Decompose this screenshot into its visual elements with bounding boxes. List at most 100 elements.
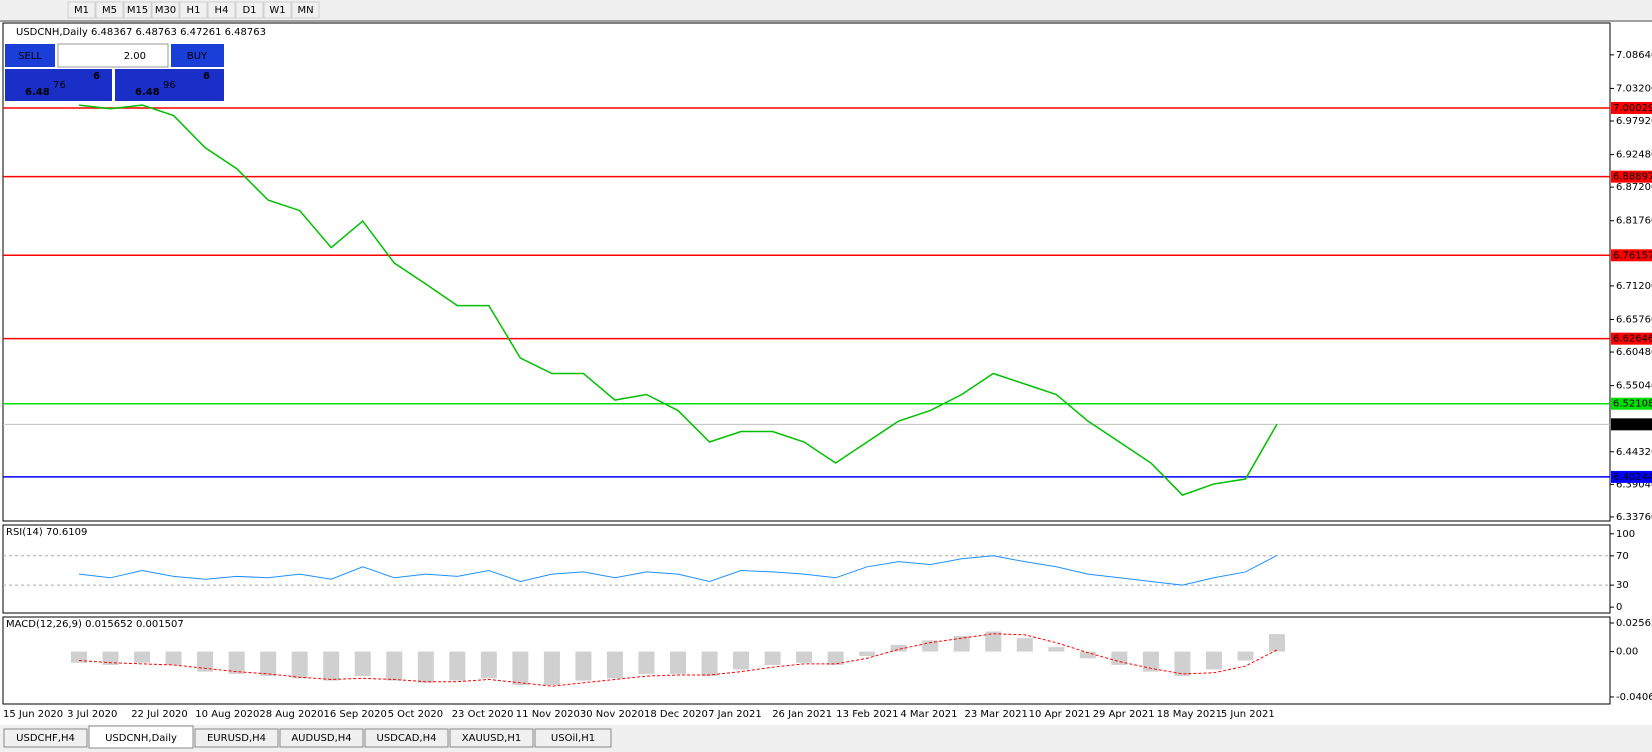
date-label: 5 Jun 2021 <box>1221 709 1275 720</box>
tab[interactable] <box>279 728 364 748</box>
rsi-pane <box>2 524 1611 614</box>
timeframe-label: M1 <box>74 5 89 16</box>
tab[interactable] <box>449 728 534 748</box>
tab[interactable] <box>194 728 279 748</box>
level-label: 6.52108 <box>1613 399 1652 410</box>
timeframe-button[interactable] <box>123 1 152 19</box>
macd-bar <box>764 651 781 665</box>
rsi-label: RSI(14) 70.6109 <box>6 527 87 538</box>
macd-bar <box>1174 651 1191 677</box>
macd-bar <box>260 651 277 677</box>
macd-bar <box>859 651 876 657</box>
timeframe-button[interactable] <box>207 1 236 19</box>
macd-bar <box>512 651 529 686</box>
date-label: 18 May 2021 <box>1157 709 1222 720</box>
toolbar-border <box>0 20 1652 22</box>
timeframe-button[interactable] <box>291 1 320 19</box>
date-label: 26 Jan 2021 <box>772 709 832 720</box>
sell-price-frac: 6 <box>93 71 100 82</box>
macd-bar <box>102 651 119 665</box>
lots-input[interactable] <box>57 43 169 68</box>
tab[interactable] <box>364 728 449 748</box>
tab[interactable] <box>3 728 88 748</box>
level-label: 6.88897 <box>1613 172 1652 183</box>
macd-bar <box>827 651 844 665</box>
date-label: 30 Nov 2020 <box>580 709 644 720</box>
level-label-box <box>1611 332 1652 345</box>
timeframe-button[interactable] <box>67 1 96 19</box>
current-price-box <box>1611 418 1652 431</box>
timeframe-label: H4 <box>215 5 229 16</box>
timeframe-button[interactable] <box>95 1 124 19</box>
macd-bar <box>1079 651 1096 659</box>
macd-bar <box>197 651 214 672</box>
tab-label: USDCHF,H4 <box>16 733 75 744</box>
y-tick-label: 6.87200 <box>1616 182 1652 193</box>
y-tick-label: 7.03200 <box>1616 83 1652 94</box>
buy-price-box[interactable] <box>115 69 224 101</box>
macd-bar <box>1016 638 1033 652</box>
sell-price-big: 6.48 <box>25 87 50 98</box>
date-label: 5 Oct 2020 <box>388 709 443 720</box>
timeframe-label: D1 <box>242 5 256 16</box>
buy-price-big: 6.48 <box>135 87 160 98</box>
tab-label: USOil,H1 <box>551 733 595 744</box>
macd-tick-label: 0.00 <box>1616 647 1638 658</box>
chart-header: USDCNH,Daily 6.48367 6.48763 6.47261 6.4… <box>16 27 266 38</box>
timeframe-button[interactable] <box>179 1 208 19</box>
timeframe-label: MN <box>297 5 313 16</box>
timeframe-button[interactable] <box>263 1 292 19</box>
tab[interactable] <box>88 725 194 749</box>
macd-bar <box>701 651 718 677</box>
y-tick-label: 6.81760 <box>1616 216 1652 227</box>
sell-price-box[interactable] <box>5 69 112 101</box>
level-label-box <box>1611 470 1652 483</box>
price-line <box>78 104 1278 496</box>
macd-bar <box>953 635 970 652</box>
buy-price-frac: 6 <box>203 71 210 82</box>
macd-bar <box>985 631 1002 652</box>
macd-bar <box>71 651 87 663</box>
level-label: 7.00029 <box>1613 103 1652 114</box>
rsi-line <box>78 554 1278 586</box>
macd-bar <box>606 651 623 679</box>
tab[interactable] <box>534 728 612 748</box>
timeframe-button[interactable] <box>235 1 264 19</box>
level-label-box <box>1611 397 1652 410</box>
date-label: 13 Feb 2021 <box>836 709 898 720</box>
date-label: 23 Mar 2021 <box>965 709 1028 720</box>
tab-label: USDCNH,Daily <box>105 733 177 744</box>
y-tick-label: 6.92480 <box>1616 150 1652 161</box>
y-tick-label: 7.08640 <box>1616 50 1652 61</box>
date-label: 11 Nov 2020 <box>516 709 580 720</box>
timeframe-label: M5 <box>102 5 117 16</box>
macd-bar <box>1205 651 1222 670</box>
rsi-tick-label: 100 <box>1616 529 1635 540</box>
main-pane <box>2 22 1611 522</box>
level-label: 6.76157 <box>1613 250 1652 261</box>
rsi-tick-label: 70 <box>1616 551 1629 562</box>
macd-tick-label: 0.025623 <box>1616 618 1652 629</box>
macd-bar <box>1237 651 1254 661</box>
y-tick-label: 6.55040 <box>1616 381 1652 392</box>
buy-button[interactable] <box>171 44 224 67</box>
y-tick-label: 6.65760 <box>1616 314 1652 325</box>
y-tick-label: 6.33760 <box>1616 512 1652 523</box>
sell-price-pips: 76 <box>53 80 66 91</box>
buy-label: BUY <box>187 51 208 62</box>
sell-button[interactable] <box>5 44 55 67</box>
y-tick-label: 6.71200 <box>1616 281 1652 292</box>
rsi-tick-label: 0 <box>1616 602 1622 613</box>
lots-value: 2.00 <box>124 51 146 62</box>
macd-bar <box>670 651 686 674</box>
date-label: 3 Jul 2020 <box>67 709 117 720</box>
macd-bar <box>1111 651 1128 665</box>
macd-bar <box>228 651 245 674</box>
level-label: 6.40244 <box>1613 472 1652 483</box>
timeframe-button[interactable] <box>151 1 180 19</box>
tab-label: XAUUSD,H1 <box>462 733 521 744</box>
macd-bar <box>1269 634 1285 652</box>
macd-bar <box>733 651 750 670</box>
toolbar <box>0 0 1652 20</box>
